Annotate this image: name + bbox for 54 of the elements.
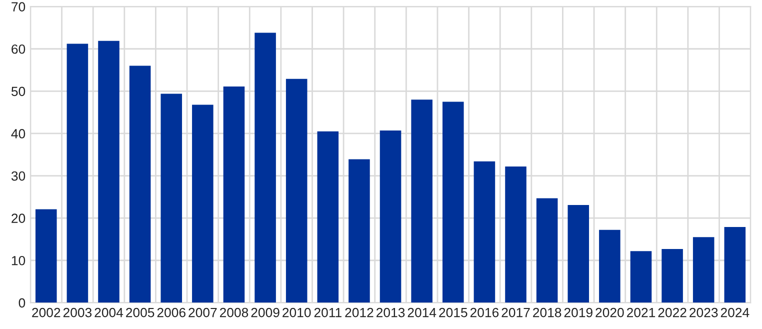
bar	[536, 198, 558, 303]
x-tick-label: 2024	[720, 308, 750, 318]
x-tick-label: 2002	[32, 308, 60, 318]
bar	[317, 131, 339, 303]
bar	[380, 130, 402, 303]
bar	[692, 237, 714, 303]
bar	[348, 159, 370, 303]
y-tick-label: 0	[18, 298, 26, 308]
y-tick-label: 30	[11, 171, 26, 181]
x-tick-label: 2004	[94, 308, 124, 318]
bar	[98, 40, 120, 303]
bar	[223, 86, 245, 303]
x-tick-label: 2007	[188, 308, 217, 318]
x-tick-label: 2017	[502, 308, 530, 318]
x-tick-label: 2010	[282, 308, 311, 318]
bar	[129, 66, 151, 303]
bar	[254, 32, 276, 303]
x-tick-label: 2013	[376, 308, 405, 318]
bar	[411, 100, 432, 303]
bar	[286, 78, 308, 303]
x-tick-label: 2018	[533, 308, 562, 318]
bar	[160, 94, 182, 303]
y-tick-label: 60	[12, 44, 26, 54]
x-tick-label: 2022	[658, 308, 686, 318]
bar	[474, 161, 496, 303]
y-tick-label: 40	[11, 129, 26, 138]
bar	[568, 204, 590, 303]
x-tick-label: 2023	[690, 308, 718, 318]
bar	[442, 102, 464, 303]
x-tick-label: 2016	[470, 308, 499, 318]
bar	[35, 209, 57, 303]
y-tick-label: 20	[12, 214, 26, 223]
x-tick-label: 2020	[596, 308, 624, 318]
y-tick-label: 10	[12, 256, 26, 266]
x-tick-label: 2021	[626, 308, 656, 318]
x-tick-label: 2006	[157, 308, 186, 318]
bar	[192, 104, 214, 303]
x-tick-label: 2014	[408, 308, 436, 318]
bar	[66, 44, 88, 303]
x-tick-label: 2008	[220, 308, 248, 318]
y-tick-label: 50	[11, 86, 26, 96]
bar	[630, 251, 652, 303]
x-tick-label: 2012	[345, 308, 374, 318]
x-tick-label: 2003	[63, 308, 92, 318]
x-tick-label: 2009	[251, 308, 280, 318]
x-tick-label: 2015	[439, 308, 468, 318]
x-tick-label: 2019	[564, 308, 592, 318]
x-tick-label: 2011	[314, 308, 342, 318]
y-tick-label: 70	[12, 2, 26, 12]
bar	[662, 248, 683, 303]
bar	[599, 230, 620, 303]
bar	[505, 166, 526, 303]
bar	[724, 226, 746, 303]
x-tick-label: 2005	[126, 308, 154, 318]
